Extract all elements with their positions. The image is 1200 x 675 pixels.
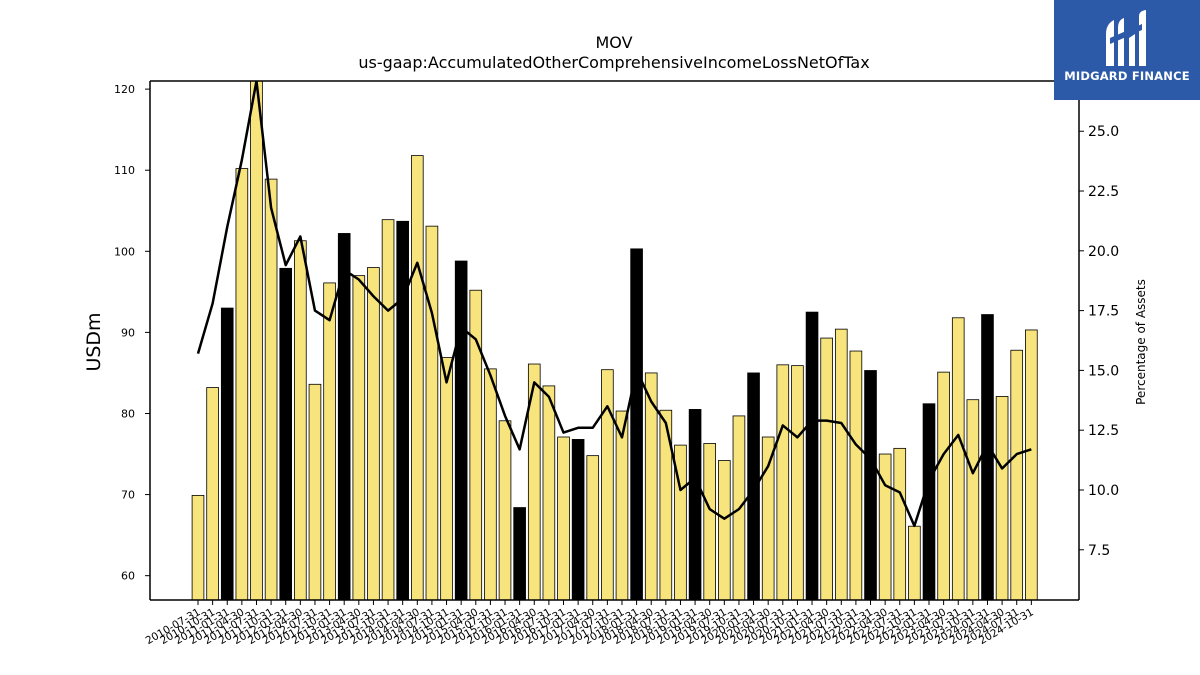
y2-axis-label: Percentage of Assets <box>1134 279 1148 405</box>
bar <box>601 369 614 600</box>
bar <box>688 409 702 600</box>
bar <box>849 350 863 600</box>
bar <box>586 455 600 600</box>
y-tick-label: 100 <box>114 245 135 258</box>
bar <box>484 368 497 600</box>
brand-logo: MIDGARD FINANCE <box>1054 0 1200 100</box>
bar <box>381 219 395 600</box>
bar <box>294 240 307 600</box>
bar <box>454 260 468 600</box>
y2-tick-label: 22.5 <box>1088 184 1119 200</box>
bar <box>542 385 556 600</box>
y2-tick-label: 17.5 <box>1088 304 1119 320</box>
chart-title: MOV <box>595 33 632 52</box>
y-tick-label: 120 <box>114 83 135 96</box>
line-group <box>196 81 1032 528</box>
bar <box>571 439 585 600</box>
y2-tick-label: 20.0 <box>1088 244 1119 260</box>
bar <box>908 525 921 600</box>
bar <box>337 233 351 600</box>
axes-group: 60 70 80 90 100 110 120 7.5 10.0 12.5 15.0 17.5 20.0… <box>114 80 1119 647</box>
bar <box>206 387 219 600</box>
bar <box>235 168 249 600</box>
bar <box>1025 329 1038 600</box>
bar <box>805 311 819 600</box>
bar <box>615 410 629 600</box>
bar <box>513 507 526 600</box>
bar-group <box>191 81 1038 600</box>
bar <box>264 178 278 600</box>
brand-name: MIDGARD FINANCE <box>1064 69 1190 83</box>
bar <box>630 248 643 600</box>
bar <box>250 81 263 600</box>
midgard-logo-icon <box>1106 10 1146 66</box>
y-tick-label: 90 <box>121 326 135 339</box>
bar <box>191 494 205 600</box>
bar <box>995 396 1009 600</box>
y2-tick-label: 7.5 <box>1088 543 1110 559</box>
y2-tick-label: 25.0 <box>1088 124 1119 140</box>
bar <box>557 436 570 600</box>
bar <box>469 289 483 600</box>
y2-tick-label: 15.0 <box>1088 363 1119 379</box>
y-axis-label: USDm <box>83 312 105 371</box>
bar <box>279 267 293 600</box>
bar <box>718 460 731 600</box>
bar <box>367 267 380 600</box>
y-tick-label: 80 <box>121 407 135 420</box>
bar <box>498 420 512 600</box>
y2-tick-label: 12.5 <box>1088 423 1119 439</box>
bar <box>410 155 424 600</box>
y-tick-label: 70 <box>121 489 135 502</box>
bar <box>761 436 775 600</box>
bar <box>352 275 366 600</box>
bar <box>864 370 877 600</box>
y-tick-label: 110 <box>114 164 135 177</box>
bar <box>951 317 965 600</box>
bar <box>323 282 336 600</box>
y-tick-label: 60 <box>121 570 135 583</box>
bar <box>747 372 760 600</box>
bar <box>425 225 439 600</box>
bar <box>220 307 234 600</box>
bar <box>937 371 950 600</box>
bar <box>834 328 848 600</box>
bar <box>644 372 658 600</box>
bar <box>820 337 833 600</box>
bar <box>981 314 994 600</box>
bar <box>966 399 980 600</box>
bar <box>776 364 790 600</box>
y2-tick-label: 10.0 <box>1088 483 1119 499</box>
chart-subtitle: us-gaap:AccumulatedOtherComprehensiveInc… <box>358 53 869 72</box>
bar <box>1010 349 1024 600</box>
bar <box>440 357 453 600</box>
bar <box>791 365 804 600</box>
series-line <box>196 81 1032 528</box>
bar <box>922 403 936 600</box>
bar <box>878 453 892 600</box>
bar <box>893 447 907 600</box>
bar <box>396 220 409 600</box>
bar <box>703 443 716 600</box>
bar <box>308 383 322 600</box>
